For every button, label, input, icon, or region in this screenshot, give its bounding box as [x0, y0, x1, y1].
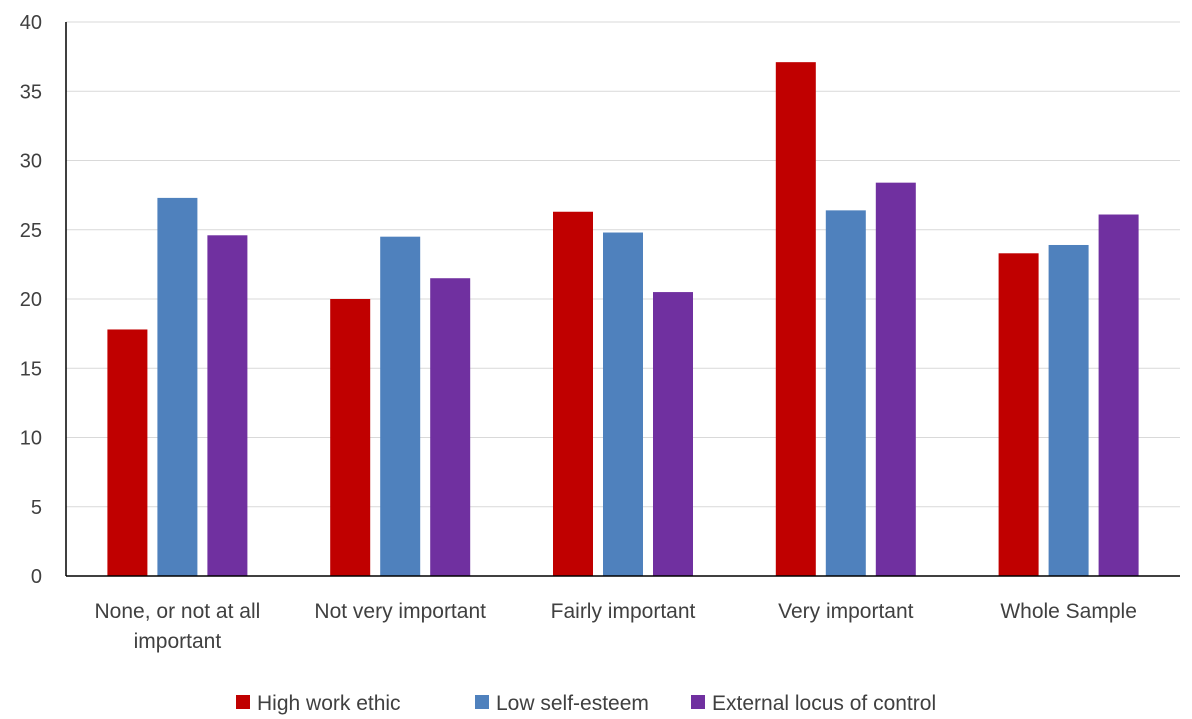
- x-category-label-1: Not very important: [314, 600, 486, 623]
- x-category-label-2-line-0: Fairly important: [551, 600, 696, 623]
- bar-series1-cat4: [1048, 244, 1089, 577]
- legend-label-0: High work ethic: [257, 692, 401, 715]
- bar-series1-cat1: [380, 236, 421, 577]
- legend-swatch-1: [475, 695, 489, 709]
- x-category-label-3: Very important: [778, 600, 914, 623]
- y-tick-label-30: 30: [20, 151, 42, 173]
- x-axis-category-labels: None, or not at all important Not very imp…: [95, 600, 1137, 653]
- x-category-label-4-line-0: Whole Sample: [1000, 600, 1137, 623]
- legend-label-1: Low self-esteem: [496, 692, 649, 715]
- bars: [107, 62, 1139, 577]
- bar-series0-cat0: [107, 329, 148, 576]
- y-tick-label-35: 35: [20, 81, 42, 103]
- x-category-label-1-line-0: Not very important: [314, 600, 486, 623]
- legend-swatch-2: [691, 695, 705, 709]
- bar-series2-cat0: [207, 235, 248, 577]
- legend: High work ethic Low self-esteem External l…: [236, 692, 936, 715]
- y-tick-label-0: 0: [31, 566, 42, 588]
- y-tick-label-40: 40: [20, 12, 42, 34]
- legend-label-2: External locus of control: [712, 692, 936, 715]
- bar-series0-cat1: [330, 299, 371, 576]
- axes: [65, 22, 1180, 577]
- y-axis-tick-labels: 0 5 10 15 20 25 30 35 40: [20, 12, 42, 588]
- x-category-label-0-line-1: important: [134, 630, 222, 653]
- bar-series2-cat1: [430, 278, 471, 576]
- x-category-label-4: Whole Sample: [1000, 600, 1137, 623]
- bar-series1-cat2: [603, 232, 643, 576]
- y-tick-label-20: 20: [20, 289, 42, 311]
- y-tick-label-5: 5: [31, 497, 42, 519]
- bar-series1-cat0: [157, 197, 198, 576]
- legend-swatch-0: [236, 695, 250, 709]
- x-category-label-3-line-0: Very important: [778, 600, 914, 623]
- x-category-label-0: None, or not at all important: [95, 600, 261, 653]
- bar-series0-cat3: [775, 62, 816, 577]
- bar-series0-cat2: [553, 211, 593, 576]
- y-tick-label-15: 15: [20, 358, 42, 380]
- bar-series0-cat4: [998, 253, 1039, 577]
- bar-series1-cat3: [825, 210, 866, 577]
- y-tick-label-10: 10: [20, 428, 42, 450]
- x-category-label-0-line-0: None, or not at all: [95, 600, 261, 623]
- bar-series2-cat2: [653, 292, 693, 576]
- x-category-label-2: Fairly important: [551, 600, 696, 623]
- bar-series2-cat3: [875, 182, 916, 576]
- bar-series2-cat4: [1098, 214, 1139, 576]
- y-tick-label-25: 25: [20, 220, 42, 242]
